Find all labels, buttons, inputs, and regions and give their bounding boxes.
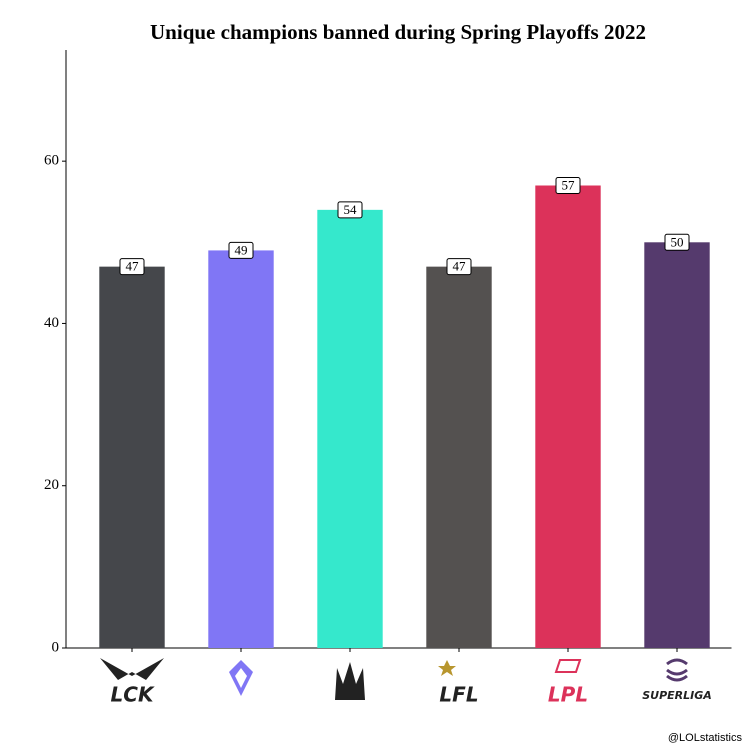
league-logo: LPL	[548, 659, 588, 707]
value-label-box	[119, 258, 145, 276]
y-tick-label: 60	[44, 153, 59, 169]
league-logo	[335, 662, 365, 700]
bar	[535, 185, 601, 648]
value-label-box	[664, 233, 690, 251]
logo-shape	[100, 658, 164, 680]
logo-shape	[554, 659, 582, 673]
value-label-box	[555, 177, 581, 195]
value-label: 47	[126, 259, 140, 274]
value-label-box	[337, 201, 363, 219]
x-tick-label: LFL	[439, 683, 478, 707]
value-label: 47	[453, 259, 467, 274]
value-label: 54	[344, 202, 358, 217]
logo-shape	[438, 660, 456, 676]
source: @LOLstatistics	[668, 732, 743, 744]
value-label: 50	[671, 234, 684, 249]
bar	[99, 266, 165, 648]
y-tick-label: 0	[52, 639, 60, 655]
value-label: 49	[235, 242, 248, 257]
league-logo: SUPERLIGA	[642, 658, 712, 702]
x-tick-label: LCK	[111, 683, 155, 707]
value-label-box	[446, 258, 472, 276]
y-tick-label: 40	[44, 315, 59, 331]
x-tick-label: LPL	[548, 683, 588, 707]
value-label: 57	[562, 177, 576, 192]
logo-shape	[335, 662, 365, 700]
logo-shape	[666, 658, 688, 682]
logo-shape	[229, 660, 253, 696]
bar	[426, 266, 492, 648]
x-tick-label: SUPERLIGA	[642, 689, 712, 702]
league-logo: LCK	[100, 658, 164, 707]
value-label-box	[228, 241, 254, 259]
y-tick-label: 20	[44, 477, 59, 493]
league-logo: LFL	[438, 660, 479, 707]
bar	[644, 242, 710, 649]
chart-title: Unique champions banned during Spring Pl…	[150, 20, 646, 44]
bar	[317, 209, 383, 648]
league-logo	[229, 660, 253, 696]
bar	[208, 250, 274, 648]
